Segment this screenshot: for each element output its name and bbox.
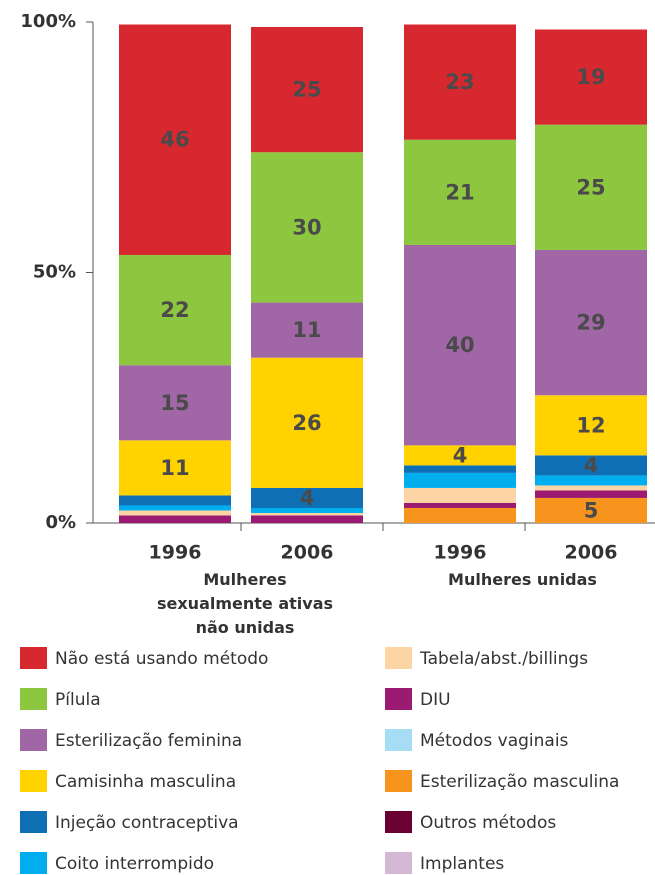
legend-swatch — [20, 852, 47, 874]
legend-label: DIU — [420, 690, 451, 710]
data-label: 46 — [160, 128, 189, 152]
bar-segment — [535, 124, 647, 250]
data-label: 26 — [292, 411, 321, 435]
legend-swatch — [385, 852, 412, 874]
bar-segment — [404, 472, 516, 488]
bar-segment — [119, 510, 231, 516]
data-label: 4 — [453, 443, 468, 467]
legend-swatch — [385, 647, 412, 669]
legend-label: Tabela/abst./billings — [419, 649, 588, 669]
bar-segment — [535, 497, 647, 523]
bar-segment — [251, 152, 363, 303]
legend-label: Injeção contraceptiva — [55, 813, 239, 833]
group-label: Mulheres unidas — [448, 570, 597, 589]
data-label: 12 — [576, 413, 605, 437]
bar-segment — [404, 487, 516, 503]
bar-segment — [119, 505, 231, 511]
x-tick-label: 1996 — [434, 542, 487, 564]
x-tick-label: 1996 — [149, 542, 202, 564]
y-tick-label: 100% — [20, 11, 76, 32]
bar-segment — [535, 490, 647, 498]
bar-segment — [535, 29, 647, 125]
bar-segment — [404, 244, 516, 446]
legend-swatch — [385, 811, 412, 833]
legend-label: Esterilização feminina — [55, 731, 242, 751]
data-label: 25 — [576, 175, 605, 199]
legend-swatch — [20, 729, 47, 751]
bar-segment — [251, 507, 363, 513]
legend-label: Esterilização masculina — [420, 772, 619, 792]
bar-segment — [119, 495, 231, 506]
data-label: 4 — [584, 453, 599, 477]
legend-label: Pílula — [55, 690, 101, 710]
data-label: 22 — [160, 298, 189, 322]
legend-label: Camisinha masculina — [55, 772, 236, 792]
legend-swatch — [20, 770, 47, 792]
bar-segment — [251, 357, 363, 488]
bar-segment — [535, 249, 647, 396]
bar-segment — [251, 302, 363, 358]
group-label: Mulheres sexualmente ativas não unidas — [156, 570, 334, 637]
legend-swatch — [385, 770, 412, 792]
x-tick-label: 2006 — [281, 542, 334, 564]
data-label: 4 — [300, 486, 315, 510]
data-label: 29 — [576, 311, 605, 335]
bar-segment — [251, 515, 363, 523]
data-label: 40 — [445, 333, 474, 357]
bar-segment — [119, 254, 231, 366]
bar-segment — [119, 440, 231, 496]
legend-swatch — [20, 688, 47, 710]
legend-label: Métodos vaginais — [420, 731, 569, 751]
legend-swatch — [385, 688, 412, 710]
data-label: 5 — [584, 498, 599, 522]
data-label: 25 — [292, 78, 321, 102]
data-label: 15 — [160, 391, 189, 415]
y-tick-label: 0% — [45, 512, 76, 533]
legend-label: Implantes — [420, 854, 504, 874]
legend-label: Não está usando método — [55, 649, 268, 669]
data-label: 11 — [292, 318, 321, 342]
bar-segment — [404, 24, 516, 140]
bar-segment — [119, 515, 231, 523]
bar-segment — [119, 365, 231, 441]
bar-segment — [251, 487, 363, 508]
bar-segment — [251, 27, 363, 153]
y-tick-label: 50% — [33, 262, 76, 283]
x-tick-label: 2006 — [565, 542, 618, 564]
bar-segment — [404, 445, 516, 466]
bar-segment — [535, 455, 647, 476]
bar-segment — [119, 24, 231, 255]
bar-segment — [535, 485, 647, 491]
bar-segment — [404, 465, 516, 473]
data-label: 19 — [576, 65, 605, 89]
data-label: 23 — [445, 70, 474, 94]
legend-label: Outros métodos — [420, 813, 556, 833]
legend-swatch — [20, 811, 47, 833]
bar-segment — [535, 475, 647, 486]
bar-segment — [404, 507, 516, 523]
legend-swatch — [20, 647, 47, 669]
bar-segment — [404, 139, 516, 245]
legend-label: Coito interrompido — [55, 854, 214, 874]
bar-segment — [535, 395, 647, 456]
data-label: 30 — [292, 215, 321, 239]
bar-segment — [251, 512, 363, 516]
legend-swatch — [385, 729, 412, 751]
bar-segment — [404, 502, 516, 508]
data-label: 11 — [160, 456, 189, 480]
data-label: 21 — [445, 180, 474, 204]
